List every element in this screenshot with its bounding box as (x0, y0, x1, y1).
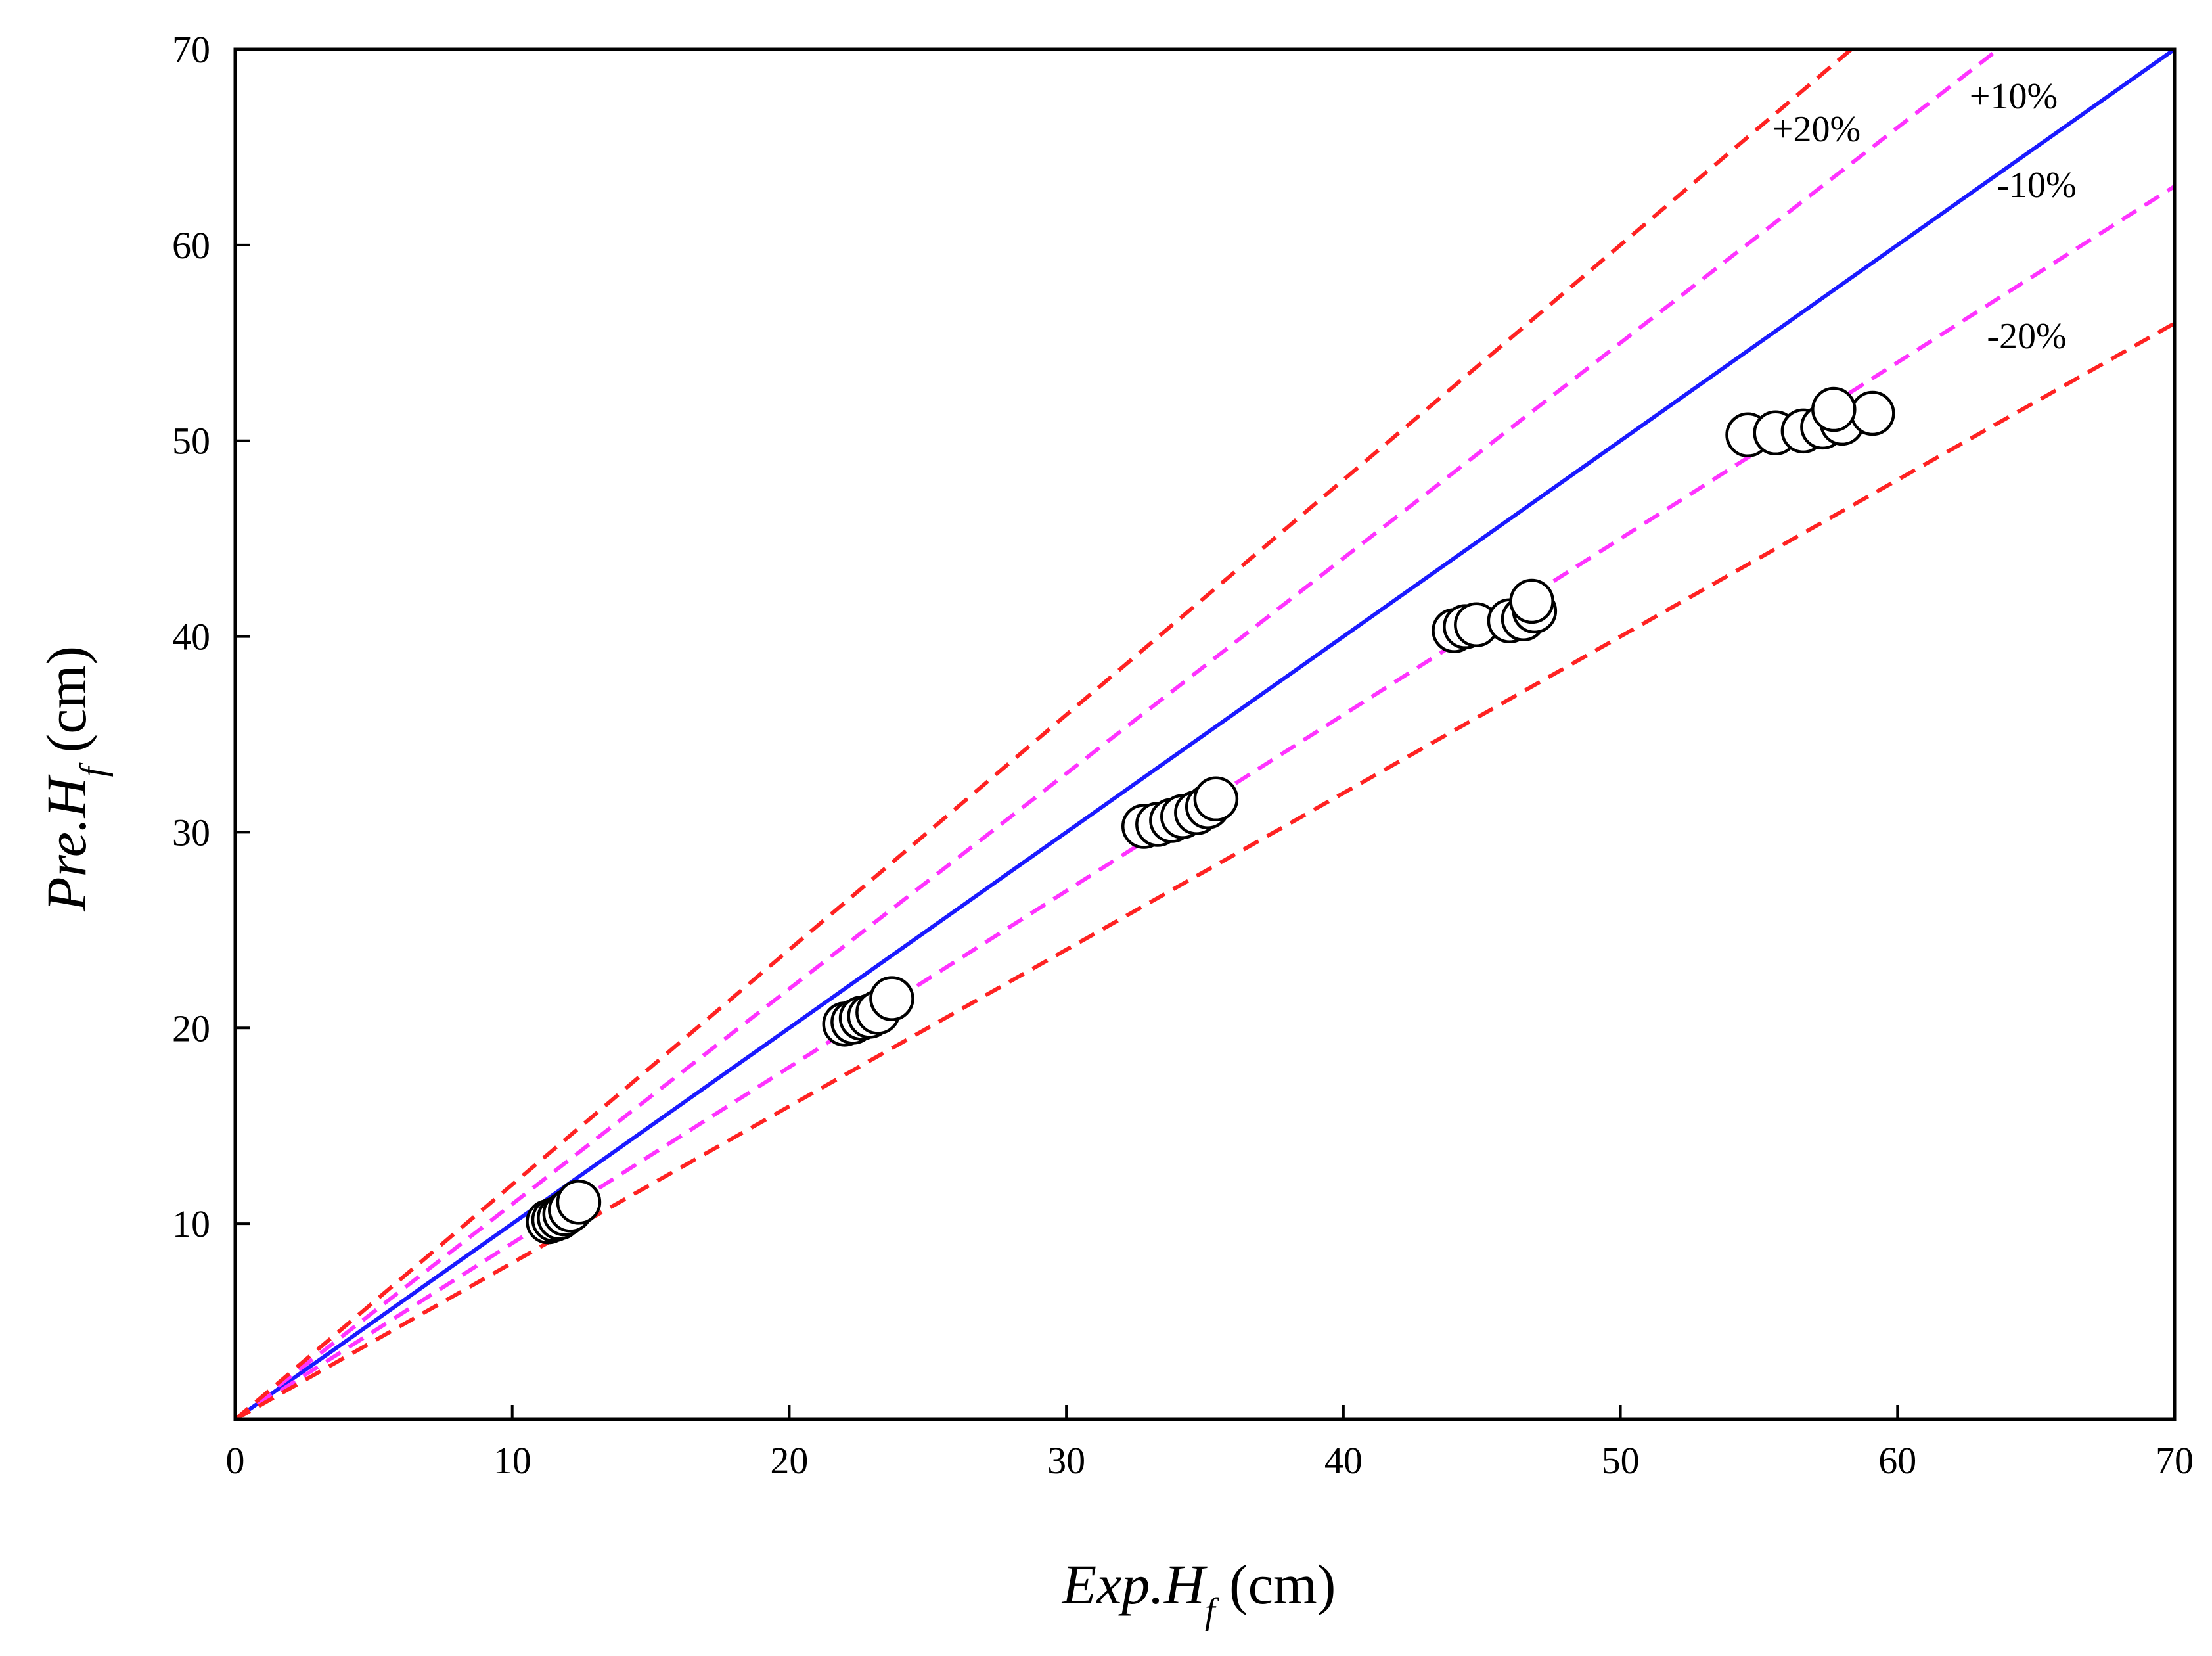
axis-ticks: 0 10 20 30 40 50 60 70 10 20 30 40 50 60 70 (172, 28, 2194, 1482)
y-axis-label: Pre.Hf (cm) (35, 646, 114, 912)
x-tick-label: 50 (1602, 1439, 1640, 1482)
data-point (869, 976, 914, 1021)
plot-frame (233, 47, 2177, 1421)
data-point (1850, 390, 1895, 436)
x-tick-label: 10 (493, 1439, 531, 1482)
x-axis-label: Exp.Hf (cm) (1061, 1553, 1336, 1632)
reference-line-minus20pct (234, 321, 2176, 1421)
x-label-symbol: H (1163, 1553, 1208, 1616)
y-label-symbol: H (35, 775, 98, 819)
x-tick-label: 70 (2156, 1439, 2194, 1482)
data-point (1811, 386, 1857, 432)
x-tick-label: 0 (226, 1439, 245, 1482)
y-label-unit: (cm) (35, 646, 98, 767)
x-tick-label: 40 (1324, 1439, 1363, 1482)
band-label: -10% (1997, 165, 2076, 206)
band-labels: +10% -10% +20% -20% (1772, 76, 2077, 357)
x-tick-label: 60 (1878, 1439, 1916, 1482)
band-label: +20% (1772, 109, 1861, 150)
band-label: -20% (1987, 316, 2066, 357)
x-tick-label: 30 (1047, 1439, 1085, 1482)
y-tick-label: 20 (172, 1007, 210, 1049)
y-label-prefix: Pre. (35, 818, 98, 912)
reference-line-plus10pct (234, 47, 2000, 1421)
y-tick-label: 30 (172, 811, 210, 854)
data-point (1193, 776, 1239, 822)
y-tick-label: 70 (172, 28, 210, 71)
reference-lines (234, 47, 2176, 1421)
y-tick-label: 50 (172, 420, 210, 463)
reference-line-1to1 (234, 47, 2176, 1421)
x-tick-label: 20 (770, 1439, 808, 1482)
data-point (1509, 578, 1554, 624)
y-tick-label: 60 (172, 224, 210, 267)
y-tick-label: 10 (172, 1203, 210, 1245)
data-points (526, 386, 1895, 1245)
data-point (556, 1180, 602, 1225)
y-tick-label: 40 (172, 616, 210, 658)
x-label-unit: (cm) (1215, 1553, 1336, 1616)
band-label: +10% (1970, 76, 2058, 117)
reference-line-plus20pct (234, 47, 1853, 1421)
x-label-prefix: Exp. (1061, 1553, 1164, 1616)
